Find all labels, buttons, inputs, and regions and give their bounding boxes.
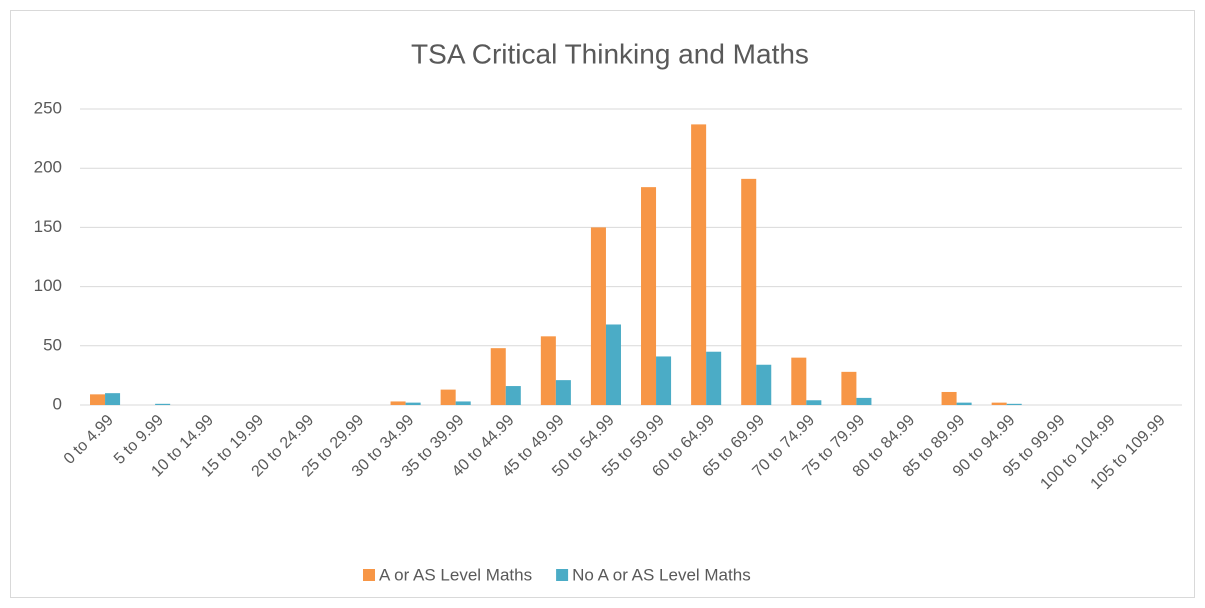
bar bbox=[1006, 403, 1022, 405]
y-tick-label: 100 bbox=[34, 276, 62, 295]
y-tick-label: 250 bbox=[34, 98, 62, 117]
bar bbox=[806, 400, 822, 405]
bar bbox=[641, 187, 657, 405]
legend-swatch bbox=[363, 569, 375, 581]
bar bbox=[505, 386, 521, 405]
bar bbox=[991, 402, 1007, 405]
y-tick-label: 50 bbox=[43, 335, 62, 354]
chart-title: TSA Critical Thinking and Maths bbox=[411, 38, 809, 69]
bar bbox=[956, 402, 972, 405]
bar bbox=[941, 391, 957, 405]
bar bbox=[756, 364, 772, 405]
bar bbox=[540, 336, 556, 405]
bar bbox=[490, 348, 506, 405]
legend-label: A or AS Level Maths bbox=[379, 565, 532, 584]
bar bbox=[390, 401, 406, 405]
y-tick-label: 0 bbox=[53, 394, 62, 413]
bar bbox=[691, 124, 707, 405]
bar bbox=[105, 393, 121, 405]
bar bbox=[440, 389, 456, 405]
bar bbox=[856, 397, 872, 405]
bar bbox=[656, 356, 672, 405]
bar bbox=[791, 357, 807, 405]
bar bbox=[741, 178, 757, 405]
bar bbox=[841, 371, 857, 405]
legend-swatch bbox=[556, 569, 569, 581]
bar bbox=[155, 403, 171, 405]
y-tick-label: 150 bbox=[34, 217, 62, 236]
bar bbox=[555, 380, 571, 405]
y-tick-label: 200 bbox=[34, 158, 62, 177]
bar bbox=[405, 402, 421, 405]
bar bbox=[605, 324, 621, 405]
bar bbox=[455, 401, 471, 405]
bar bbox=[90, 394, 106, 405]
bar bbox=[706, 351, 722, 405]
bar bbox=[590, 227, 606, 405]
legend-label: No A or AS Level Maths bbox=[572, 565, 751, 584]
